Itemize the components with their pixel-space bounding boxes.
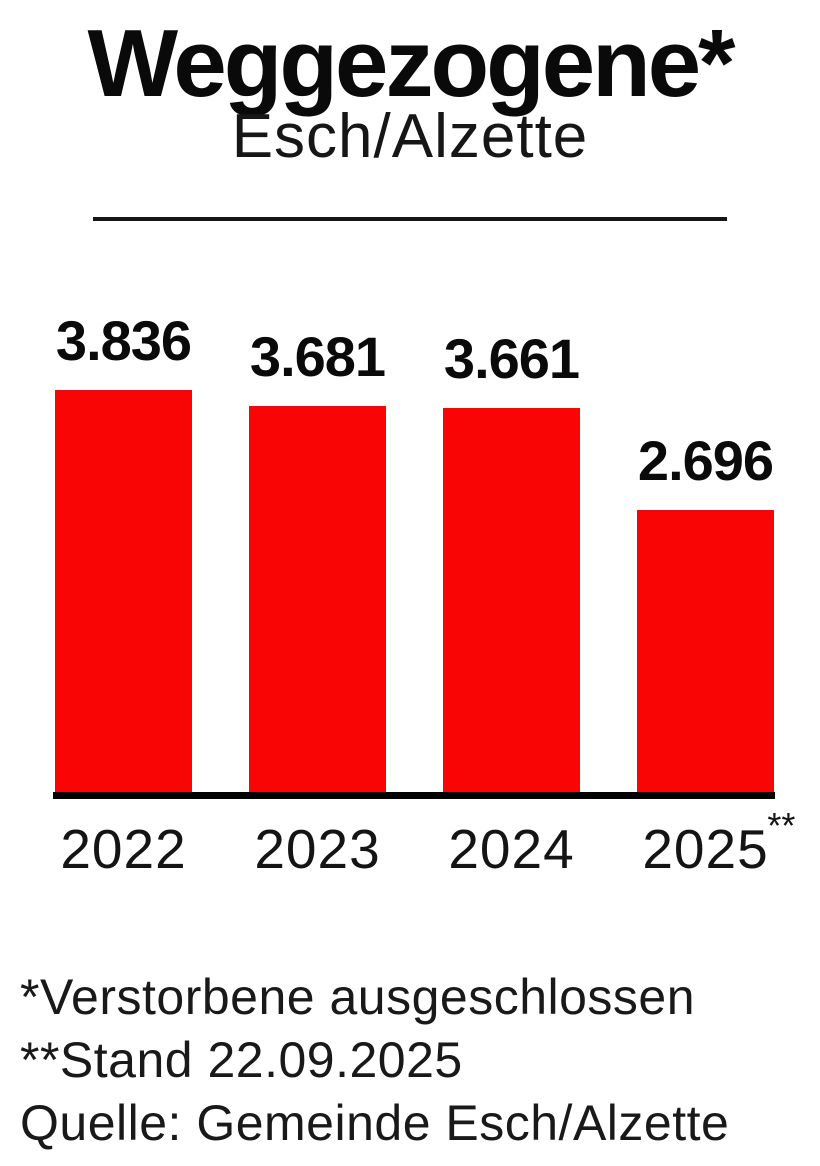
chart-subtitle: Esch/Alzette [231, 102, 589, 171]
footnote-verstorbene: *Verstorbene ausgeschlossen [20, 969, 696, 1025]
x-axis-label-2023: 2023 [208, 822, 428, 877]
x-axis-line [53, 792, 775, 799]
chart-title: Weggezogene* [87, 10, 736, 117]
title-divider [93, 217, 727, 221]
bar-value-label-2024: 3.661 [443, 327, 580, 390]
footnote-quelle: Quelle: Gemeinde Esch/Alzette [20, 1095, 730, 1151]
x-axis-label-2025: 2025 ** [596, 805, 816, 880]
x-axis-label-text: 2022 [60, 818, 187, 880]
bar-2023 [249, 406, 386, 793]
x-axis-label-text: 2025 ** [642, 805, 796, 880]
footnotes: *Verstorbene ausgeschlossen **Stand 22.0… [20, 966, 810, 1155]
bar-value-label-2022: 3.836 [55, 309, 192, 372]
x-axis-label-text: 2023 [254, 818, 381, 880]
footnote-stand: **Stand 22.09.2025 [20, 1032, 463, 1088]
x-axis-label-2022: 2022 [14, 822, 234, 877]
bar-2025 [637, 510, 774, 793]
x-axis-label-2024: 2024 [402, 822, 622, 877]
bar-value-label-2025: 2.696 [637, 429, 774, 492]
x-axis-label-text: 2024 [448, 818, 575, 880]
bar-2022 [55, 390, 192, 793]
bar-2024 [443, 408, 580, 793]
footnote-marker-asterisks: ** [767, 805, 796, 846]
bar-value-label-2023: 3.681 [249, 325, 386, 388]
